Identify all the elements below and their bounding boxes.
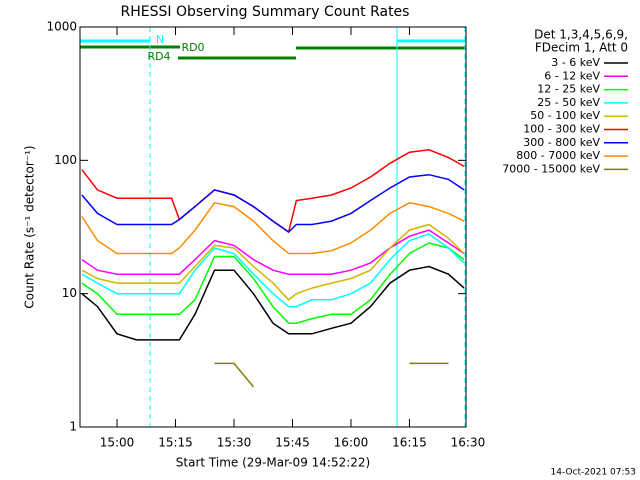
y-tick-label: 100 — [54, 153, 77, 167]
x-axis-label: Start Time (29-Mar-09 14:52:22) — [176, 456, 370, 470]
x-tick-label: 16:15 — [392, 436, 427, 450]
legend-header: FDecim 1, Att 0 — [535, 41, 628, 55]
series-line — [81, 149, 465, 234]
y-axis-label: Count Rate (s⁻¹ detector⁻¹) — [23, 145, 37, 308]
series-line — [81, 201, 465, 255]
legend-label: 300 - 800 keV — [523, 136, 600, 149]
x-tick-label: 15:45 — [275, 436, 310, 450]
legend-label: 12 - 25 keV — [537, 83, 600, 96]
annotation: RD4 — [147, 50, 170, 63]
legend-label: 6 - 12 keV — [544, 69, 600, 82]
series-line — [81, 265, 465, 341]
legend-label: 100 - 300 keV — [523, 123, 600, 136]
legend-label: 50 - 100 keV — [530, 109, 600, 122]
x-tick-label: 15:15 — [158, 436, 193, 450]
y-tick-label: 1 — [69, 420, 77, 434]
annotation: RD0 — [181, 41, 204, 54]
plot-frame — [79, 26, 467, 428]
series-line — [81, 242, 465, 324]
series-line — [81, 233, 465, 308]
state-bars: N RD0 RD4 — [79, 27, 466, 427]
series-line — [214, 362, 449, 388]
x-tick-label: 15:30 — [217, 436, 252, 450]
chart-title: RHESSI Observing Summary Count Rates — [121, 4, 410, 20]
series-line — [81, 223, 465, 301]
y-tick-label: 10 — [62, 286, 77, 300]
legend-label: 800 - 7000 keV — [516, 149, 600, 162]
annotation: N — [156, 33, 164, 46]
legend-header: Det 1,3,4,5,6,9, — [534, 28, 628, 42]
footer: 14-Oct-2021 07:53 — [551, 468, 636, 478]
y-tick-label: 1000 — [46, 20, 77, 34]
legend-label: 25 - 50 keV — [537, 96, 600, 109]
x-tick-label: 16:00 — [334, 436, 369, 450]
series-line — [81, 229, 465, 275]
series-line — [81, 173, 465, 233]
legend-label: 7000 - 15000 keV — [502, 162, 600, 175]
legend-label: 3 - 6 keV — [551, 56, 600, 69]
x-tick-label: 16:30 — [451, 436, 486, 450]
x-tick-label: 15:00 — [100, 436, 135, 450]
